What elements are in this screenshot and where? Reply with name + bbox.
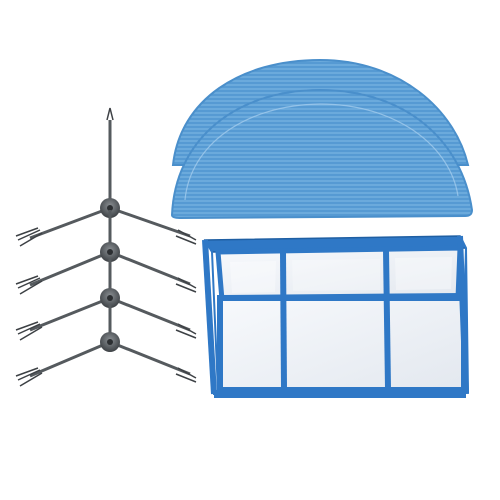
side-brush-4 — [15, 304, 197, 387]
hepa-filter — [202, 235, 470, 398]
mop-pad-front — [170, 88, 474, 220]
side-brush-3 — [15, 258, 197, 341]
side-brush-2 — [15, 210, 197, 295]
side-brush-1 — [15, 107, 197, 247]
